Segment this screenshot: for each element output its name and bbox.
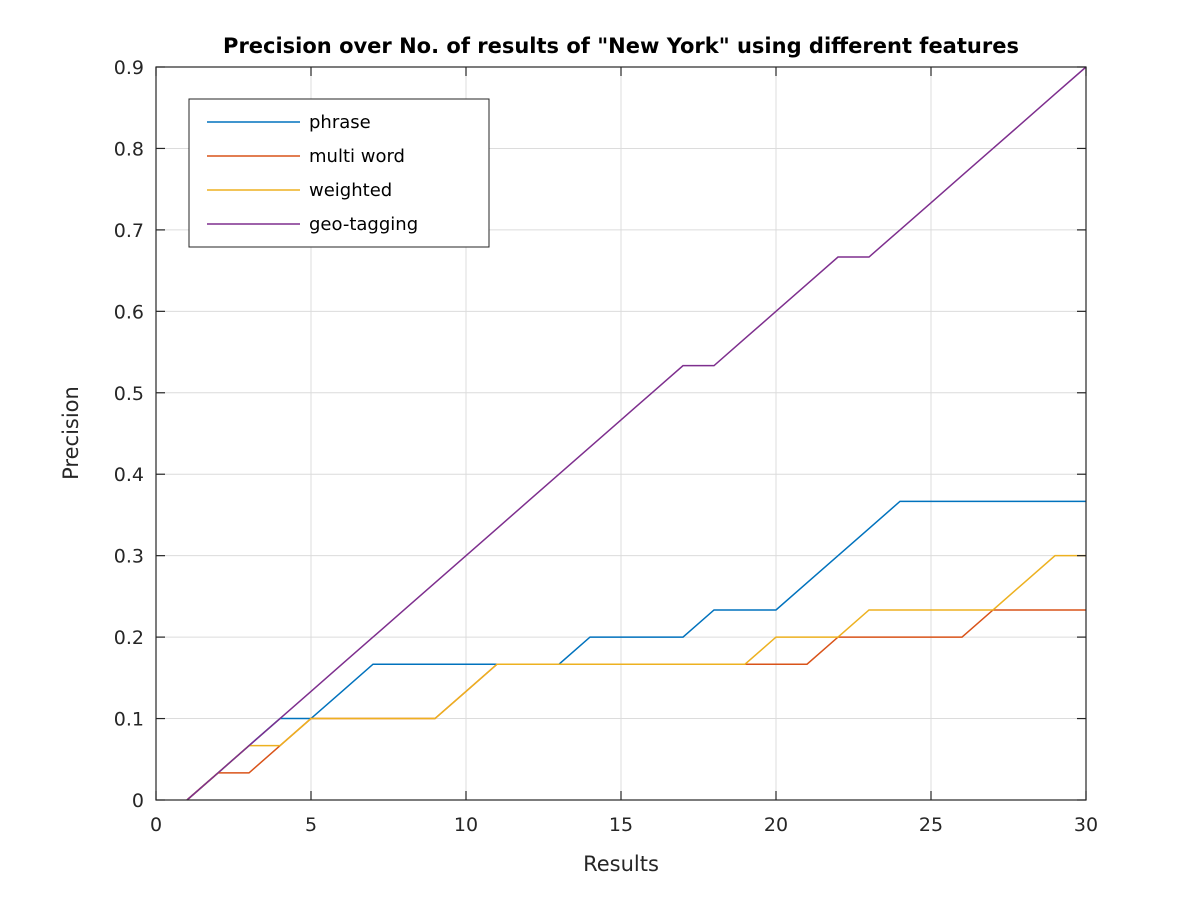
axis-ticks: 0 5 10 15 20 25 30 0 0.1 0.2 0.3 0.4 0.5 0.6 0.7 0.8 0.9	[114, 57, 1098, 836]
y-axis-label: Precision	[59, 386, 83, 480]
y-tick-label: 0.9	[114, 57, 144, 79]
series-line-geo-tagging	[186, 66, 1087, 801]
y-tick-label: 0.2	[114, 627, 144, 649]
legend-box	[188, 98, 490, 248]
x-tick-label: 15	[609, 814, 633, 836]
x-tick-label: 20	[764, 814, 788, 836]
series-line-multi-word	[186, 609, 1086, 801]
y-tick-label: 0.5	[114, 383, 144, 405]
legend-label-weighted: weighted	[309, 180, 392, 201]
y-tick-label: 0	[132, 790, 144, 812]
legend-label-geo-tagging: geo-tagging	[309, 214, 418, 235]
series-line-weighted	[186, 554, 1086, 801]
chart-title: Precision over No. of results of "New Yo…	[223, 34, 1019, 58]
series-lines	[186, 66, 1087, 801]
x-tick-label: 30	[1074, 814, 1098, 836]
y-tick-label: 0.8	[114, 138, 144, 160]
y-tick-label: 0.7	[114, 220, 144, 242]
y-tick-label: 0.6	[114, 301, 144, 323]
x-tick-label: 25	[919, 814, 943, 836]
y-tick-label: 0.1	[114, 709, 144, 731]
x-tick-label: 5	[305, 814, 317, 836]
legend-label-phrase: phrase	[309, 112, 371, 133]
y-tick-label: 0.4	[114, 464, 144, 486]
x-tick-label: 10	[454, 814, 478, 836]
x-tick-label: 0	[150, 814, 162, 836]
y-tick-label: 0.3	[114, 546, 144, 568]
legend: phrase multi word weighted geo-tagging	[188, 98, 490, 248]
series-line-phrase	[186, 500, 1086, 801]
x-axis-label: Results	[583, 852, 659, 876]
legend-label-multi-word: multi word	[309, 146, 405, 167]
